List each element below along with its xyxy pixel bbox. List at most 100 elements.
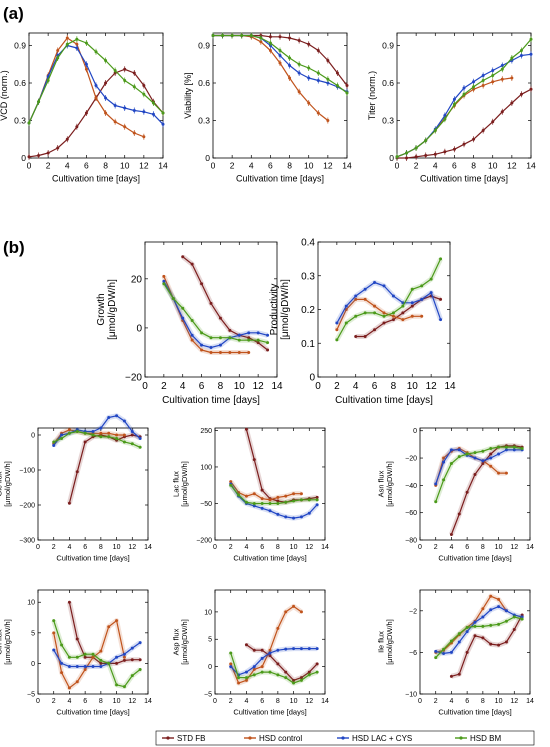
- data-point: [489, 623, 493, 627]
- data-point: [452, 102, 456, 106]
- data-point: [481, 462, 485, 466]
- x-tick-label: 14: [144, 544, 152, 551]
- data-point: [391, 318, 395, 322]
- data-point: [462, 86, 466, 90]
- data-point: [439, 257, 443, 261]
- data-point: [363, 335, 367, 338]
- data-point: [252, 492, 256, 496]
- data-point: [122, 658, 126, 662]
- data-point: [132, 71, 136, 75]
- data-point: [373, 304, 377, 308]
- data-point: [335, 328, 339, 332]
- data-point: [442, 460, 446, 464]
- x-tick-label: 6: [268, 161, 273, 171]
- data-point: [244, 643, 248, 647]
- data-point: [315, 495, 319, 499]
- y-axis-label: Growth: [96, 293, 107, 325]
- x-tick-label: 2: [434, 544, 438, 551]
- x-axis-label: Cultivation time [days]: [233, 554, 306, 563]
- data-point: [449, 533, 453, 537]
- series-line: [336, 258, 442, 341]
- data-point: [268, 498, 272, 502]
- data-point: [27, 121, 31, 125]
- data-point: [94, 84, 98, 87]
- data-point: [520, 617, 524, 621]
- data-point: [83, 440, 87, 444]
- data-point: [473, 451, 477, 455]
- data-point: [489, 642, 493, 646]
- series-hsd-lac-cys: [228, 646, 319, 678]
- data-point: [268, 509, 272, 513]
- data-point: [500, 110, 504, 114]
- y-axis-label: Gln flux: [0, 629, 4, 655]
- chart-lac: 0 2 4 6 8 10 12 14 −200 −50 100 250 Cultivation time…: [172, 427, 329, 563]
- plot-frame: [214, 589, 326, 695]
- x-tick-label: 6: [465, 698, 469, 705]
- data-point: [260, 497, 264, 501]
- x-tick-label: 14: [526, 161, 536, 171]
- x-tick-label: 10: [290, 544, 298, 551]
- data-point: [452, 147, 456, 151]
- series-std-fb: [244, 642, 319, 683]
- data-point: [252, 501, 256, 505]
- y-tick-label: 0.9: [382, 40, 394, 50]
- plot-frame: [419, 427, 531, 541]
- data-point: [113, 120, 117, 124]
- data-point: [91, 433, 95, 437]
- data-point: [229, 651, 233, 655]
- x-tick-label: 8: [287, 161, 292, 171]
- y-tick-label: −200: [19, 502, 35, 509]
- data-point: [335, 321, 339, 325]
- data-point: [52, 648, 56, 652]
- data-point: [84, 41, 88, 45]
- data-point: [434, 649, 438, 653]
- data-point: [268, 41, 272, 45]
- chart-productivity: 0 2 4 6 8 10 12 14 0 0.1 0.2 0.3 0.4 Cultivation time…: [269, 238, 456, 407]
- data-point: [99, 649, 103, 653]
- x-tick-label: 12: [507, 161, 517, 171]
- data-point: [260, 670, 264, 674]
- data-point: [190, 262, 194, 266]
- data-point: [237, 493, 241, 497]
- data-point: [200, 348, 204, 352]
- data-point: [510, 76, 514, 80]
- data-point: [162, 282, 166, 286]
- data-point: [382, 314, 386, 318]
- data-point: [326, 81, 330, 85]
- data-point: [84, 67, 88, 71]
- data-point: [481, 607, 485, 611]
- data-point: [181, 306, 185, 310]
- data-point: [252, 458, 256, 462]
- y-tick-label: 0.9: [14, 40, 26, 50]
- data-point: [229, 483, 233, 487]
- data-point: [237, 333, 241, 337]
- data-point: [288, 76, 292, 80]
- data-point: [104, 111, 108, 115]
- data-point: [244, 670, 248, 674]
- data-point: [244, 500, 248, 504]
- x-tick-label: 2: [52, 544, 56, 551]
- series-hsd-bm: [433, 444, 524, 504]
- data-point: [115, 433, 119, 437]
- data-point: [67, 664, 71, 668]
- data-point: [457, 632, 461, 636]
- data-point: [268, 35, 272, 39]
- legend-marker-4: [459, 736, 463, 740]
- data-point: [307, 670, 311, 674]
- data-point: [443, 150, 447, 154]
- x-tick-label: 0: [395, 161, 400, 171]
- data-point: [94, 96, 98, 100]
- y-tick-label: 0: [21, 153, 26, 163]
- data-point: [315, 670, 319, 674]
- series-line: [355, 295, 441, 338]
- data-point: [260, 648, 264, 652]
- data-point: [161, 122, 165, 126]
- data-point: [489, 594, 493, 598]
- data-point: [382, 311, 386, 315]
- data-point: [122, 685, 126, 689]
- data-point: [123, 67, 127, 71]
- data-point: [424, 154, 428, 157]
- x-tick-label: 10: [495, 544, 503, 551]
- x-tick-label: 14: [444, 381, 456, 392]
- data-point: [115, 414, 119, 418]
